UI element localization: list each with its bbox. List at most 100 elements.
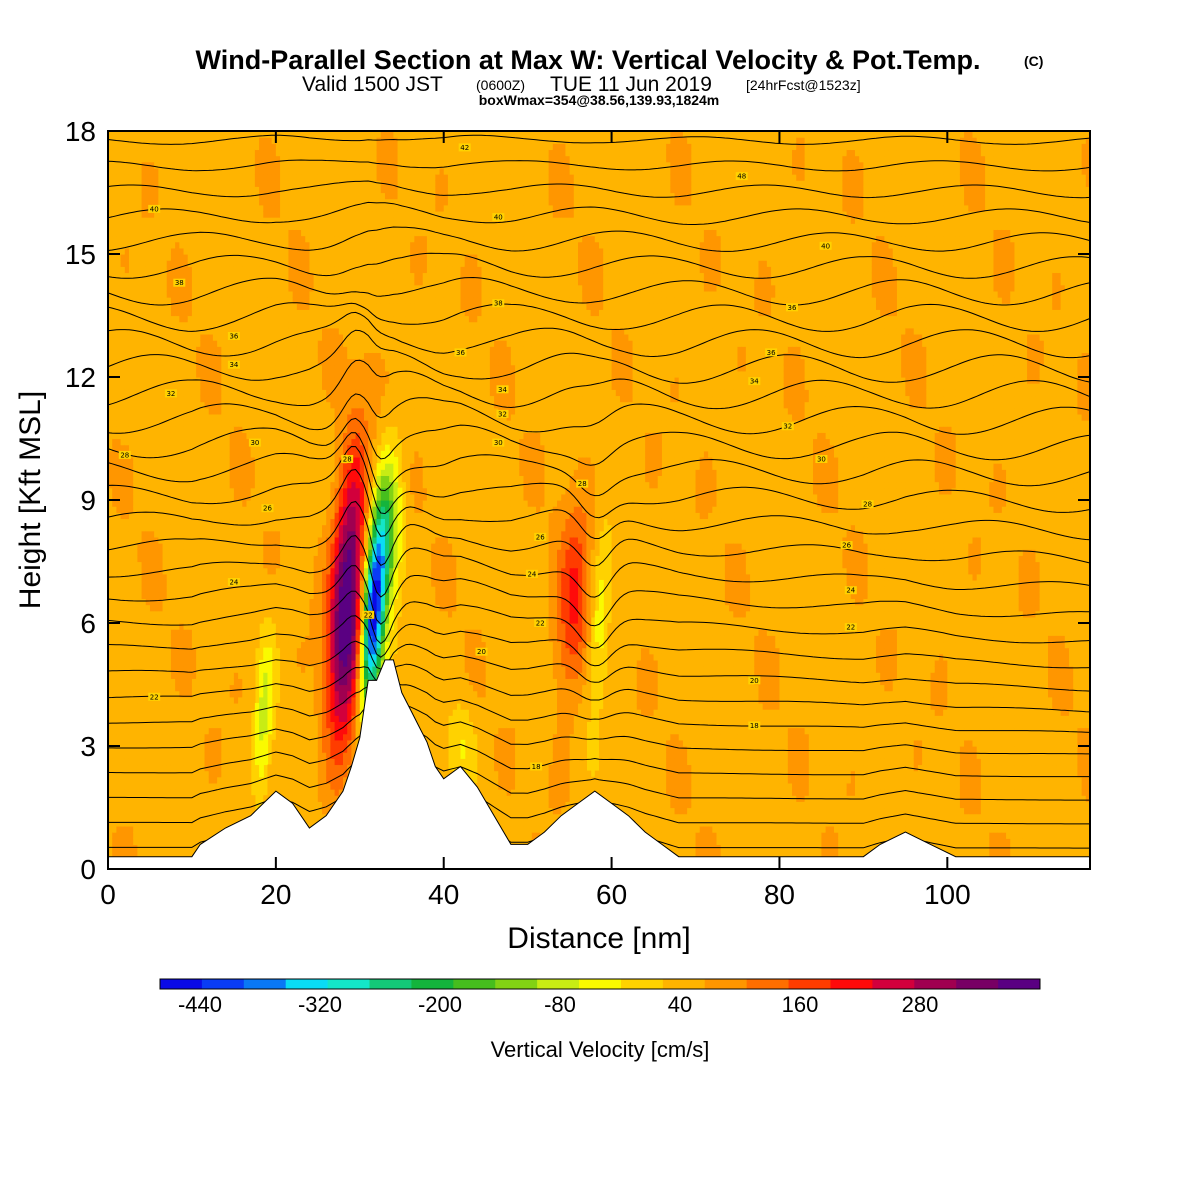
velocity-cell: [133, 180, 138, 187]
velocity-cell: [208, 739, 214, 747]
velocity-cell: [246, 672, 252, 679]
velocity-cell: [267, 500, 273, 507]
velocity-cell: [196, 659, 201, 667]
velocity-cell: [208, 297, 214, 304]
velocity-cell: [166, 272, 172, 280]
velocity-cell: [242, 727, 248, 735]
velocity-cell: [128, 555, 134, 563]
velocity-cell: [120, 512, 126, 520]
velocity-cell: [242, 635, 248, 643]
velocity-cell: [154, 512, 159, 520]
velocity-cell: [154, 733, 159, 741]
velocity-cell: [212, 235, 218, 243]
velocity-cell: [280, 586, 285, 593]
velocity-cell: [242, 438, 248, 446]
velocity-cell: [250, 592, 256, 599]
velocity-cell: [229, 555, 235, 563]
velocity-cell: [275, 143, 281, 151]
velocity-cell: [275, 623, 281, 630]
velocity-cell: [196, 493, 201, 501]
velocity-cell: [200, 315, 206, 323]
velocity-cell: [233, 456, 239, 464]
velocity-cell: [116, 819, 122, 827]
velocity-cell: [179, 500, 185, 507]
velocity-cell: [116, 487, 122, 495]
velocity-cell: [229, 635, 235, 643]
velocity-cell: [225, 254, 231, 261]
velocity-cell: [204, 364, 210, 372]
velocity-cell: [116, 309, 122, 317]
velocity-cell: [212, 340, 218, 347]
velocity-cell: [233, 469, 239, 476]
velocity-cell: [179, 727, 185, 735]
velocity-cell: [263, 475, 269, 483]
velocity-cell: [233, 383, 239, 390]
velocity-cell: [204, 327, 210, 335]
velocity-cell: [112, 832, 117, 839]
velocity-cell: [191, 653, 197, 661]
velocity-cell: [154, 555, 159, 563]
velocity-cell: [259, 500, 264, 507]
velocity-cell: [183, 512, 189, 520]
velocity-cell: [233, 413, 239, 421]
velocity-cell: [128, 850, 134, 858]
velocity-cell: [259, 666, 264, 673]
velocity-cell: [162, 666, 168, 673]
velocity-cell: [166, 543, 172, 550]
velocity-cell: [149, 143, 155, 151]
velocity-cell: [200, 260, 206, 267]
velocity-cell: [204, 752, 210, 759]
velocity-cell: [141, 383, 147, 390]
velocity-cell: [263, 653, 269, 661]
velocity-cell: [246, 321, 252, 329]
velocity-cell: [141, 481, 147, 489]
velocity-cell: [141, 493, 147, 501]
velocity-cell: [128, 838, 134, 845]
velocity-cell: [141, 235, 147, 243]
velocity-cell: [200, 555, 206, 563]
velocity-cell: [233, 543, 239, 550]
velocity-cell: [183, 143, 189, 151]
velocity-cell: [124, 616, 130, 624]
velocity-cell: [183, 395, 189, 403]
velocity-cell: [145, 500, 151, 507]
velocity-cell: [154, 579, 159, 587]
velocity-cell: [175, 696, 180, 704]
velocity-cell: [124, 733, 130, 741]
velocity-cell: [275, 247, 281, 255]
velocity-cell: [166, 383, 172, 390]
velocity-cell: [124, 770, 130, 778]
velocity-cell: [275, 481, 281, 489]
velocity-cell: [250, 364, 256, 372]
velocity-cell: [128, 500, 134, 507]
velocity-cell: [204, 586, 210, 593]
velocity-cell: [124, 186, 130, 194]
velocity-cell: [275, 413, 281, 421]
velocity-cell: [233, 303, 239, 310]
velocity-cell: [200, 290, 206, 298]
velocity-cell: [145, 709, 151, 716]
velocity-cell: [145, 573, 151, 581]
velocity-cell: [208, 604, 214, 612]
velocity-cell: [250, 223, 256, 230]
velocity-cell: [250, 629, 256, 636]
velocity-cell: [149, 352, 155, 360]
velocity-cell: [166, 260, 172, 267]
velocity-cell: [128, 327, 134, 335]
velocity-cell: [208, 186, 214, 194]
velocity-cell: [238, 549, 243, 556]
velocity-cell: [238, 297, 243, 304]
velocity-cell: [187, 235, 193, 243]
velocity-cell: [149, 512, 155, 520]
velocity-cell: [246, 770, 252, 778]
velocity-cell: [246, 543, 252, 550]
velocity-cell: [225, 543, 231, 550]
velocity-cell: [225, 758, 231, 766]
velocity-cell: [149, 260, 155, 267]
velocity-cell: [280, 210, 285, 218]
velocity-cell: [233, 315, 239, 323]
velocity-cell: [124, 180, 130, 187]
velocity-cell: [154, 850, 159, 858]
velocity-cell: [137, 180, 143, 187]
velocity-cell: [242, 186, 248, 194]
